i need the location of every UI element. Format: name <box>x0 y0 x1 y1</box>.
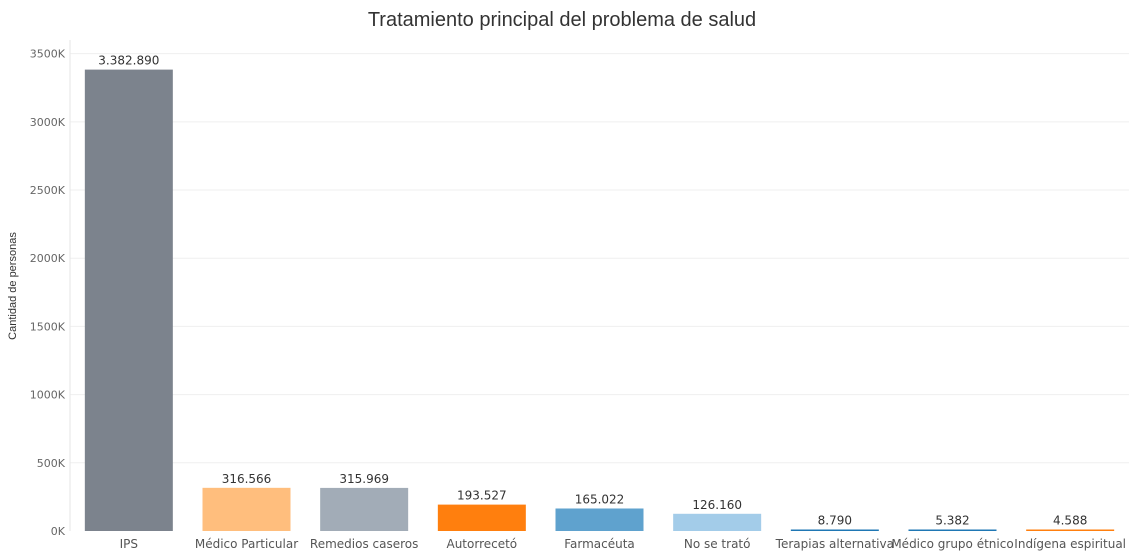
x-tick-label: Farmacéuta <box>564 537 635 551</box>
data-label: 8.790 <box>818 514 852 528</box>
data-label: 3.382.890 <box>98 54 159 68</box>
y-tick-label: 0K <box>51 525 66 538</box>
y-tick-label: 2500K <box>30 184 66 197</box>
y-tick-label: 1000K <box>30 389 66 402</box>
bar <box>437 504 526 531</box>
x-axis-ticks: IPS Médico Particular Remedios caseros Auto… <box>120 537 1126 551</box>
data-label: 316.566 <box>222 472 272 486</box>
y-tick-label: 2000K <box>30 252 66 265</box>
bar <box>790 529 879 531</box>
bar <box>84 69 173 531</box>
data-label: 193.527 <box>457 489 507 503</box>
y-tick-label: 3000K <box>30 116 66 129</box>
bar <box>320 487 409 531</box>
x-tick-label: IPS <box>120 537 138 551</box>
chart-title: Tratamiento principal del problema de sa… <box>368 9 756 31</box>
grid-lines <box>70 53 1129 464</box>
x-tick-label: Terapias alternativa <box>775 537 894 551</box>
x-tick-label: No se trató <box>684 537 751 551</box>
y-tick-label: 500K <box>37 457 66 470</box>
y-axis-label: Cantidad de personas <box>7 232 19 340</box>
bar <box>1026 529 1115 531</box>
y-tick-label: 1500K <box>30 320 66 333</box>
data-label: 126.160 <box>692 498 742 512</box>
x-tick-label: Remedios caseros <box>310 537 418 551</box>
y-tick-label: 3500K <box>30 48 66 61</box>
bar <box>673 513 762 531</box>
data-label: 315.969 <box>339 472 389 486</box>
x-tick-label: Autorrecetó <box>446 537 517 551</box>
data-label: 5.382 <box>935 514 969 528</box>
data-label: 4.588 <box>1053 514 1087 528</box>
data-label: 165.022 <box>575 492 625 506</box>
bars <box>84 69 1115 531</box>
bar <box>202 487 291 531</box>
y-axis-ticks: 0K 500K 1000K 1500K 2000K 2500K 3000K 3500K <box>30 48 66 538</box>
x-tick-label: Médico grupo étnico <box>891 537 1013 551</box>
x-tick-label: Médico Particular <box>195 537 298 551</box>
data-labels: 3.382.890 316.566 315.969 193.527 165.022 126… <box>98 54 1087 528</box>
x-tick-label: Indígena espiritual <box>1014 537 1126 551</box>
bar <box>555 508 644 531</box>
bar <box>908 529 997 531</box>
